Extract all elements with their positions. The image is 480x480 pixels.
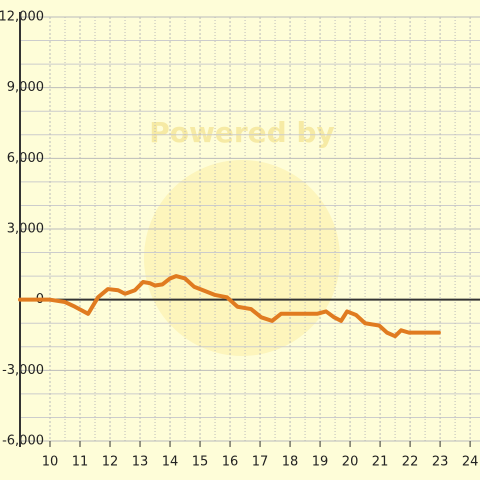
x-tick-label: 20 xyxy=(342,455,359,470)
y-tick-label: -6,000 xyxy=(2,434,44,449)
x-tick-label: 10 xyxy=(42,455,59,470)
x-tick-label: 21 xyxy=(372,455,389,470)
x-tick-label: 11 xyxy=(72,455,89,470)
x-tick-label: 22 xyxy=(402,455,419,470)
x-tick-label: 23 xyxy=(432,455,449,470)
x-tick-label: 14 xyxy=(162,455,179,470)
watermark: Powered by xyxy=(149,116,335,149)
y-tick-label: 12,000 xyxy=(0,10,44,25)
x-tick-label: 12 xyxy=(102,455,119,470)
line xyxy=(18,274,441,339)
watermark-logo xyxy=(144,160,340,356)
y-tick-label: -3,000 xyxy=(2,363,44,378)
y-tick-label: 6,000 xyxy=(7,151,44,166)
x-tick-label: 16 xyxy=(222,455,239,470)
x-tick-label: 15 xyxy=(192,455,209,470)
y-tick-label: 3,000 xyxy=(7,222,44,237)
x-tick-label: 19 xyxy=(312,455,329,470)
x-tick-label: 13 xyxy=(132,455,149,470)
y-tick-label: 9,000 xyxy=(7,80,44,95)
x-tick-label: 18 xyxy=(282,455,299,470)
x-tick-label: 17 xyxy=(252,455,269,470)
x-tick-label: 24 xyxy=(462,455,479,470)
